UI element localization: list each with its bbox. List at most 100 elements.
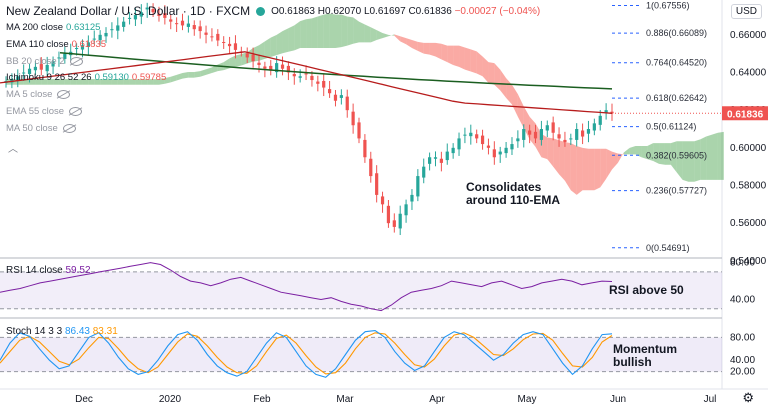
candle-body	[245, 53, 249, 58]
hidden-eye-icon[interactable]	[57, 89, 71, 99]
stoch-annotation: Momentum bullish	[613, 342, 677, 369]
candle-body	[163, 13, 167, 18]
time-tick-label: Jul	[704, 394, 717, 405]
currency-button[interactable]: USD	[730, 4, 762, 19]
candle-body	[139, 12, 143, 17]
ichimoku-cloud-segment	[470, 49, 477, 74]
candle-body	[98, 34, 102, 41]
ichimoku-cloud-segment	[559, 140, 565, 181]
collapse-legend-icon[interactable]: ︿	[8, 144, 18, 155]
legend-ma50[interactable]: MA 50 close	[6, 123, 76, 134]
candle-body	[386, 205, 391, 224]
time-tick-label: Dec	[75, 394, 93, 405]
close-value: C0.61836	[408, 5, 452, 17]
ichimoku-cloud-segment	[100, 79, 107, 85]
ichimoku-cloud-segment	[700, 136, 707, 180]
candle-body	[369, 158, 373, 177]
ichimoku-cloud-segment	[376, 30, 383, 41]
candle-body	[539, 129, 544, 140]
rsi-legend[interactable]: RSI 14 close 59.52	[6, 265, 91, 276]
ichimoku-cloud-segment	[170, 74, 177, 83]
ichimoku-cloud-segment	[235, 54, 242, 67]
ichimoku-cloud-segment	[464, 47, 471, 72]
ichimoku-cloud-segment	[147, 79, 154, 85]
candle-body	[45, 64, 49, 72]
stoch-k-line	[0, 330, 613, 378]
candle-body	[133, 15, 138, 20]
candle-body	[404, 204, 408, 216]
candle-body	[516, 138, 520, 142]
candle-body	[428, 157, 432, 164]
ichimoku-cloud-segment	[494, 63, 501, 91]
candle-body	[257, 62, 261, 65]
ichimoku-cloud-segment	[582, 147, 589, 191]
ichimoku-cloud-segment	[712, 132, 718, 180]
ichimoku-cloud-segment	[617, 152, 624, 163]
ichimoku-cloud-segment	[553, 138, 560, 175]
legend-bb[interactable]: BB 20 close 2	[6, 56, 83, 67]
ichimoku-cloud-segment	[82, 79, 89, 85]
candle-body	[433, 157, 438, 159]
candle-body	[504, 147, 508, 154]
legend-ma200[interactable]: MA 200 close 0.63125	[6, 22, 101, 33]
hidden-eye-icon[interactable]	[69, 106, 83, 116]
legend-ema110[interactable]: EMA 110 close 0.61835	[6, 39, 107, 50]
candle-body	[192, 25, 196, 30]
candle-body	[345, 96, 349, 111]
ma200-line	[59, 51, 613, 90]
hidden-eye-icon[interactable]	[62, 123, 76, 133]
ichimoku-cloud-segment	[517, 94, 524, 129]
candle-body	[110, 29, 114, 31]
time-tick-label: Mar	[336, 394, 354, 405]
price-tick-label: 0.60000	[730, 143, 767, 154]
candle-body	[157, 13, 161, 17]
stoch-legend[interactable]: Stoch 14 3 3 86.43 83.31	[6, 326, 118, 337]
candle-body	[569, 138, 573, 140]
ichimoku-cloud-segment	[588, 148, 595, 191]
time-tick-label: Feb	[253, 394, 271, 405]
symbol-title[interactable]: New Zealand Dollar / U.S. Dollar · 1D · …	[6, 4, 251, 18]
ichimoku-cloud-segment	[58, 79, 65, 85]
ichimoku-cloud-segment	[264, 37, 271, 59]
last-price-label: 0.61836	[727, 109, 764, 120]
ichimoku-cloud-segment	[76, 79, 83, 85]
candle-body	[422, 166, 426, 178]
candle-body	[557, 134, 561, 139]
candle-body	[598, 115, 602, 125]
candle-body	[475, 134, 479, 139]
candle-body	[610, 111, 614, 114]
legend-ma5[interactable]: MA 5 close	[6, 89, 71, 100]
ichimoku-cloud-segment	[282, 28, 289, 54]
candle-body	[416, 176, 420, 197]
candle-body	[310, 75, 314, 81]
time-tick-label: 2020	[159, 394, 182, 405]
ichimoku-cloud-segment	[258, 41, 265, 61]
candle-body	[304, 73, 308, 75]
ichimoku-cloud-segment	[53, 79, 59, 85]
hidden-eye-icon[interactable]	[69, 56, 83, 66]
rsi-tick-label: 40.00	[730, 295, 755, 306]
ichimoku-cloud-segment	[635, 145, 642, 158]
ichimoku-cloud-segment	[417, 41, 424, 54]
candle-body	[86, 42, 90, 47]
ichimoku-cloud-segment	[606, 148, 612, 179]
ichimoku-cloud-segment	[347, 16, 354, 46]
candle-body	[339, 95, 343, 98]
ichimoku-cloud-segment	[570, 143, 577, 195]
candle-body	[33, 66, 38, 71]
settings-gear-icon[interactable]: ⚙	[742, 390, 754, 405]
ichimoku-cloud-segment	[88, 79, 95, 85]
candle-body	[410, 194, 414, 202]
ichimoku-cloud-segment	[429, 42, 436, 57]
legend-ichimoku[interactable]: Ichimoku 9 26 52 26 0.59130 0.59785	[6, 72, 167, 83]
ichimoku-cloud-segment	[47, 79, 54, 85]
ichimoku-cloud-segment	[294, 21, 301, 51]
candle-body	[486, 145, 491, 148]
candle-body	[127, 17, 132, 19]
candle-body	[180, 20, 185, 26]
ichimoku-cloud-segment	[306, 18, 312, 49]
legend-ema55[interactable]: EMA 55 close	[6, 106, 83, 117]
candle-body	[498, 151, 502, 155]
ichimoku-cloud-segment	[447, 45, 454, 65]
ichimoku-cloud-segment	[206, 67, 212, 75]
